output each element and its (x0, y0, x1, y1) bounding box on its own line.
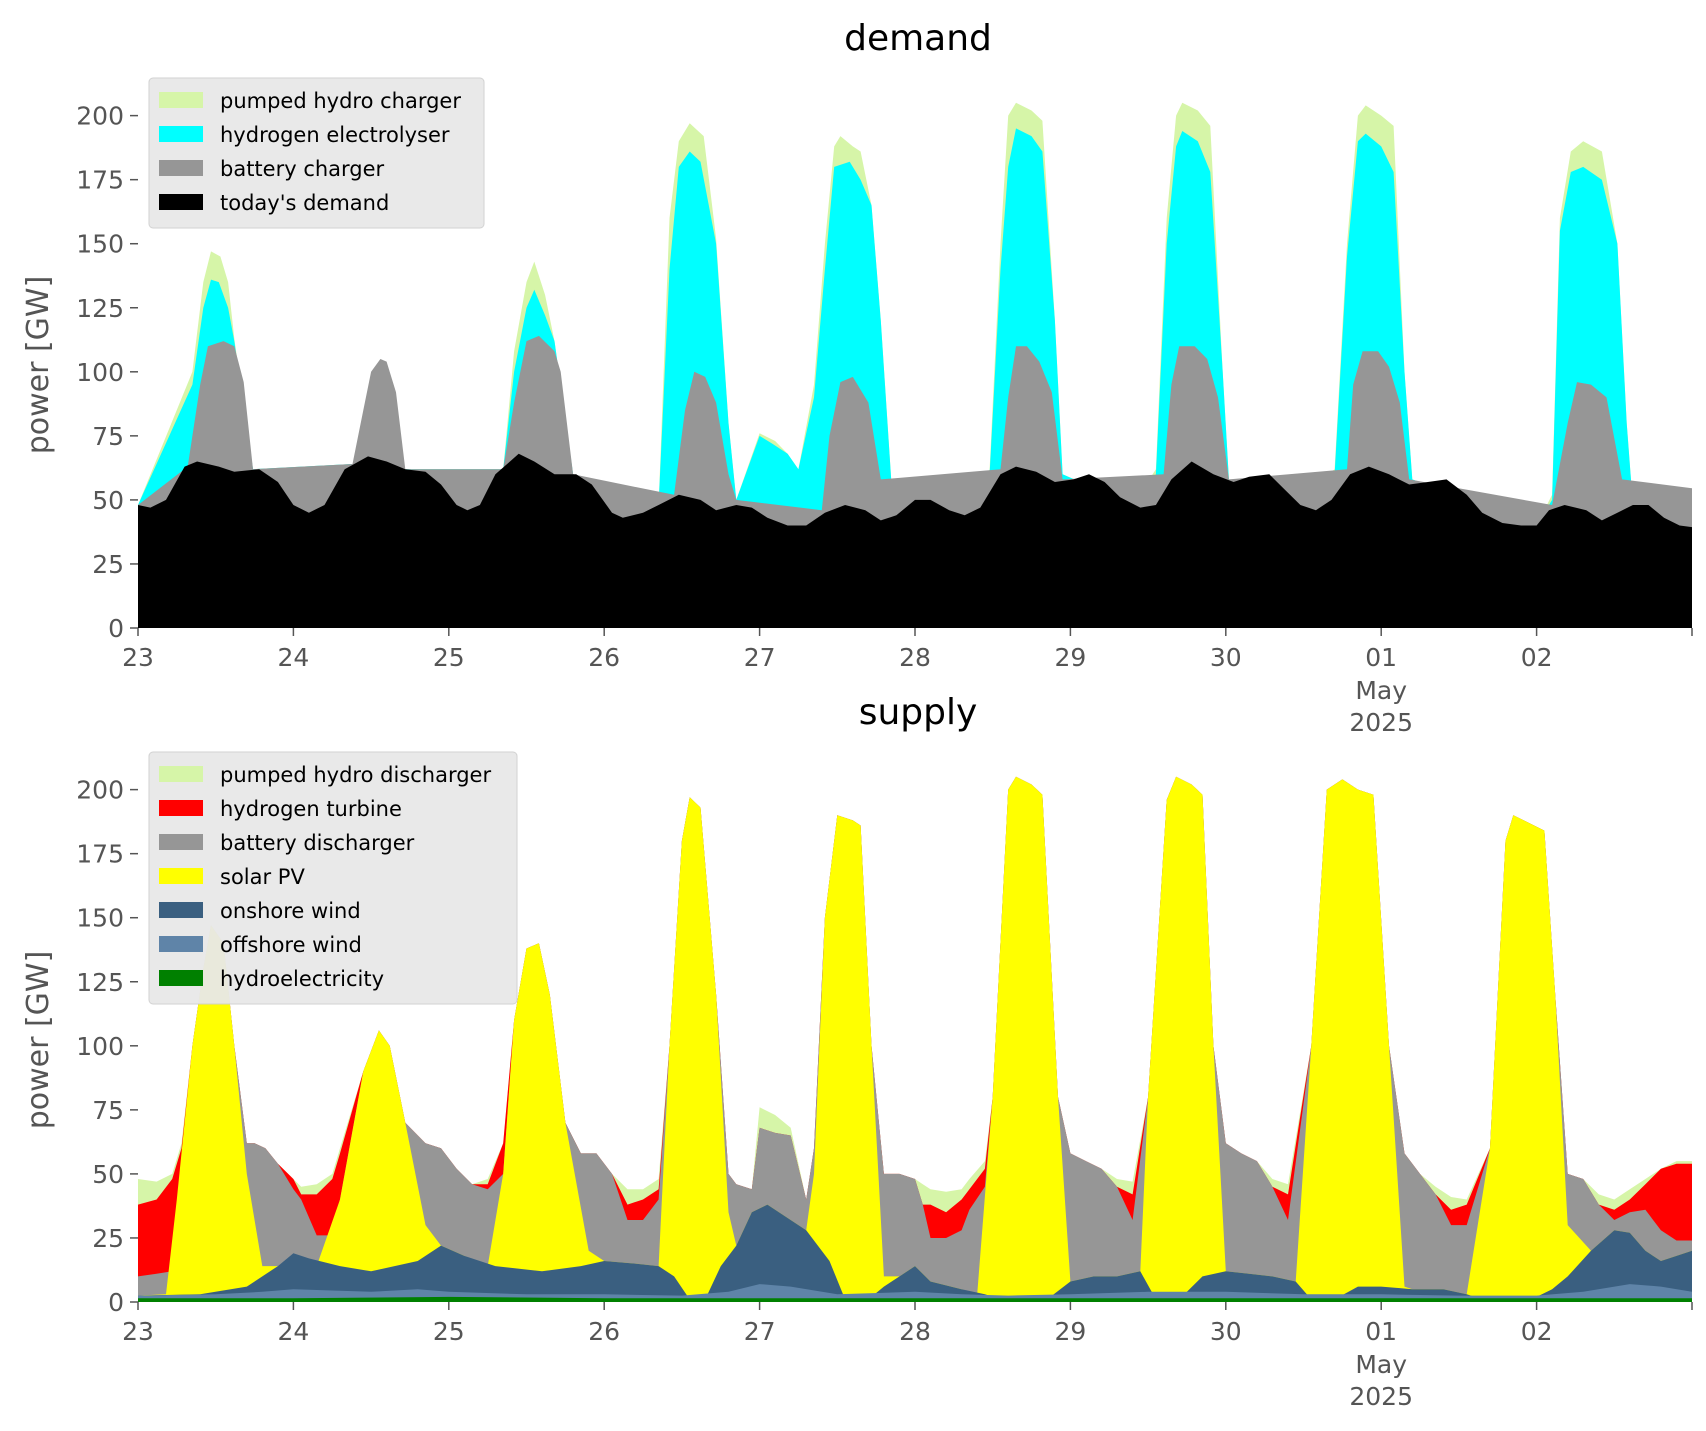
demand-title: demand (844, 18, 992, 59)
supply-xtick-label-30: 30 (1210, 1317, 1242, 1346)
supply-xtick-label-25: 25 (433, 1317, 465, 1346)
demand-legend-label-battery-charger: battery charger (220, 157, 385, 181)
supply-xtick-label-23: 23 (122, 1317, 154, 1346)
demand-legend-swatch-battery-charger (159, 160, 203, 176)
demand-xtick-label-30: 30 (1210, 643, 1242, 672)
demand-legend: pumped hydro charger hydrogen electrolyse… (148, 77, 485, 229)
supply-legend-swatch-offshore-wind (159, 936, 203, 952)
supply-ytick-label-50: 50 (92, 1160, 124, 1189)
demand-xtick-label-24: 24 (277, 643, 309, 672)
supply-xtick-label-29: 29 (1054, 1317, 1086, 1346)
demand-ytick-label-50: 50 (92, 486, 124, 515)
supply-ytick-label-200: 200 (76, 776, 124, 805)
supply-legend-swatch-hydroelectricity (159, 970, 203, 986)
demand-ytick-label-125: 125 (76, 294, 124, 323)
supply-legend-swatch-solar-pv (159, 868, 203, 884)
demand-xtick-label-02: 02 (1521, 643, 1553, 672)
demand-xtick-year: 2025 (1349, 708, 1413, 737)
demand-xtick-month: May (1355, 676, 1407, 705)
supply-xtick-label-24: 24 (277, 1317, 309, 1346)
demand-legend-label-today-s-demand: today's demand (220, 191, 389, 215)
demand-ytick-label-0: 0 (108, 614, 124, 643)
supply-panel: supply power [GW] 0 25 50 75 100 125 150 175 200… (21, 692, 1693, 1411)
demand-areas (138, 102, 1692, 628)
supply-area-onshore-wind (138, 1204, 1692, 1302)
supply-legend-label-onshore-wind: onshore wind (220, 899, 361, 923)
supply-title: supply (859, 692, 978, 733)
supply-ytick-label-125: 125 (76, 968, 124, 997)
supply-legend-box (148, 751, 518, 1005)
demand-ylabel: power [GW] (21, 276, 56, 455)
supply-xtick-label-28: 28 (899, 1317, 931, 1346)
supply-legend-label-hydroelectricity: hydroelectricity (220, 967, 384, 991)
supply-xtick-year: 2025 (1349, 1382, 1413, 1411)
demand-xtick-label-01: 01 (1365, 643, 1397, 672)
supply-legend-swatch-hydrogen-turbine (159, 800, 203, 816)
supply-ytick-label-100: 100 (76, 1032, 124, 1061)
supply-ylabel: power [GW] (21, 951, 56, 1130)
supply-area-hydroelectricity (138, 1296, 1692, 1302)
demand-xtick-label-25: 25 (433, 643, 465, 672)
demand-area-today-s-demand (138, 453, 1692, 628)
demand-ytick-label-75: 75 (92, 422, 124, 451)
supply-legend: pumped hydro discharger hydrogen turbine b… (148, 751, 518, 1005)
supply-ytick-label-0: 0 (108, 1288, 124, 1317)
supply-legend-label-hydrogen-turbine: hydrogen turbine (220, 797, 402, 821)
supply-ytick-label-75: 75 (92, 1096, 124, 1125)
demand-legend-label-hydrogen-electrolyser: hydrogen electrolyser (220, 123, 450, 147)
supply-xtick-label-26: 26 (588, 1317, 620, 1346)
supply-legend-label-battery-discharger: battery discharger (220, 831, 415, 855)
supply-xtick-label-02: 02 (1521, 1317, 1553, 1346)
demand-ytick-label-175: 175 (76, 166, 124, 195)
demand-legend-box (148, 77, 485, 229)
supply-legend-swatch-onshore-wind (159, 902, 203, 918)
demand-legend-swatch-hydrogen-electrolyser (159, 126, 203, 142)
demand-panel: demand power [GW] 0 25 50 75 100 125 150 175 200… (21, 18, 1693, 737)
supply-legend-label-solar-pv: solar PV (220, 865, 305, 889)
supply-xtick-label-27: 27 (744, 1317, 776, 1346)
supply-axes: 0 25 50 75 100 125 150 175 200 23 24 25 26 27 28 29 30 01… (76, 776, 1693, 1411)
demand-ytick-label-200: 200 (76, 102, 124, 131)
demand-xtick-label-28: 28 (899, 643, 931, 672)
supply-area-offshore-wind (138, 1284, 1692, 1302)
demand-ytick-label-150: 150 (76, 230, 124, 259)
supply-ytick-label-150: 150 (76, 904, 124, 933)
supply-xtick-label-01: 01 (1365, 1317, 1397, 1346)
demand-xtick-label-29: 29 (1054, 643, 1086, 672)
supply-ytick-label-175: 175 (76, 840, 124, 869)
demand-xtick-label-27: 27 (744, 643, 776, 672)
supply-areas (138, 776, 1692, 1302)
supply-legend-swatch-pumped-hydro-discharger (159, 766, 203, 782)
supply-legend-swatch-battery-discharger (159, 834, 203, 850)
demand-legend-swatch-pumped-hydro-charger (159, 92, 203, 108)
supply-legend-label-offshore-wind: offshore wind (220, 933, 362, 957)
demand-legend-label-pumped-hydro-charger: pumped hydro charger (220, 89, 461, 113)
demand-ytick-label-100: 100 (76, 358, 124, 387)
demand-ytick-label-25: 25 (92, 550, 124, 579)
demand-xtick-label-26: 26 (588, 643, 620, 672)
demand-xtick-label-23: 23 (122, 643, 154, 672)
supply-xtick-month: May (1355, 1350, 1407, 1379)
demand-legend-swatch-today-s-demand (159, 194, 203, 210)
demand-axes: 0 25 50 75 100 125 150 175 200 23 24 25 26 27 28 29 30 01… (76, 102, 1693, 737)
supply-legend-label-pumped-hydro-discharger: pumped hydro discharger (220, 763, 491, 787)
supply-area-solar-pv (138, 776, 1692, 1302)
supply-ytick-label-25: 25 (92, 1224, 124, 1253)
